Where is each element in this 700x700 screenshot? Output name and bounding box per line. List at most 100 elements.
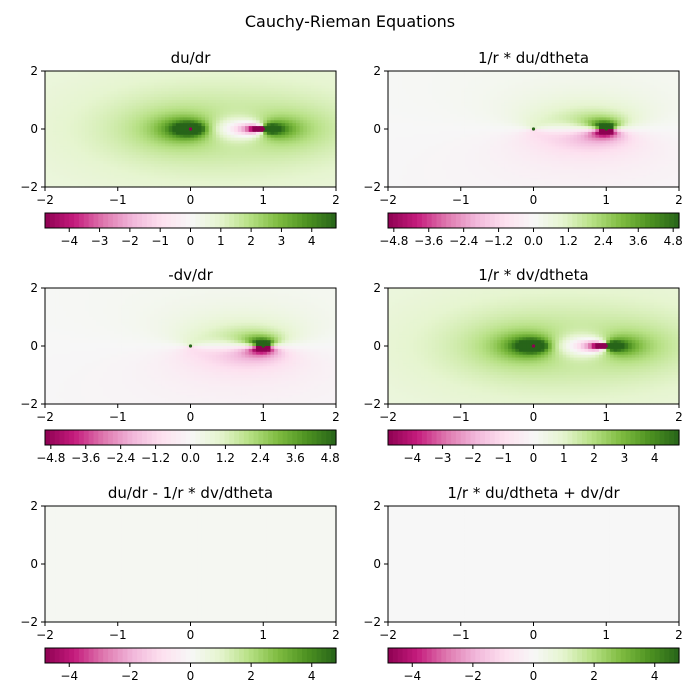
colorbar-segment: [302, 213, 308, 228]
heatmap-cell: [172, 105, 177, 110]
heatmap-cell: [95, 79, 101, 84]
heatmap-cell: [146, 114, 152, 118]
heatmap-cell: [139, 100, 144, 104]
heatmap-cell: [48, 79, 53, 84]
heatmap-cell: [295, 117, 301, 121]
heatmap-cell: [110, 79, 115, 84]
heatmap-cell: [139, 94, 144, 98]
heatmap-cell: [175, 94, 181, 98]
heatmap-cell: [106, 85, 112, 89]
heatmap-cell: [314, 88, 319, 92]
heatmap-cell: [66, 108, 72, 113]
heatmap-cell: [277, 79, 283, 84]
heatmap-cell: [125, 117, 130, 121]
heatmap-cell: [121, 91, 126, 95]
heatmap-cell: [208, 114, 213, 118]
heatmap-cell: [263, 120, 268, 124]
heatmap-cell: [165, 100, 170, 104]
heatmap-cell: [106, 111, 112, 116]
heatmap-cell: [85, 117, 90, 121]
heatmap-cell: [277, 123, 283, 127]
heatmap-cell: [219, 114, 224, 118]
heatmap-cell: [310, 79, 315, 84]
heatmap-cell: [132, 120, 137, 124]
heatmap-cell: [183, 100, 188, 104]
heatmap-cell: [172, 117, 177, 121]
heatmap-cell: [121, 94, 126, 98]
heatmap-cell: [179, 123, 184, 127]
heatmap-cell: [274, 82, 279, 87]
heatmap-cell: [277, 108, 283, 113]
heatmap-cell: [59, 117, 64, 121]
heatmap-cell: [48, 94, 53, 98]
heatmap-cell: [332, 88, 337, 92]
heatmap-cell: [237, 94, 243, 98]
heatmap-cell: [85, 73, 90, 78]
heatmap-cell: [172, 73, 177, 78]
heatmap-cell: [70, 73, 75, 78]
heatmap-cell: [212, 85, 217, 89]
heatmap-cell: [157, 120, 162, 124]
heatmap-cell: [219, 126, 224, 130]
heatmap-cell: [150, 82, 155, 87]
heatmap-cell: [208, 117, 213, 121]
heatmap-cell: [208, 100, 213, 104]
heatmap-cell: [310, 120, 315, 124]
heatmap-cell: [194, 123, 199, 127]
heatmap-cell: [223, 85, 228, 89]
heatmap-cell: [237, 120, 243, 124]
colorbar-segment: [321, 213, 327, 228]
heatmap-cell: [81, 73, 86, 78]
heatmap-cell: [70, 120, 75, 124]
heatmap-cell: [132, 88, 137, 92]
heatmap-cell: [252, 71, 257, 75]
heatmap-cell: [150, 111, 155, 116]
heatmap-cell: [172, 76, 177, 81]
heatmap-cell: [252, 102, 257, 107]
heatmap-cell: [161, 105, 166, 110]
heatmap-cell: [168, 88, 173, 92]
heatmap-cell: [66, 88, 72, 92]
heatmap-cell: [172, 126, 177, 130]
heatmap-cell: [270, 117, 275, 121]
heatmap-cell: [321, 108, 326, 113]
heatmap-cell: [245, 91, 250, 95]
heatmap-cell: [252, 73, 257, 78]
heatmap-cell: [77, 79, 82, 84]
heatmap-cell: [281, 123, 286, 127]
heatmap-cell: [179, 114, 184, 118]
heatmap-cell: [150, 76, 155, 81]
colorbar-segment: [219, 213, 226, 228]
heatmap-cell: [281, 102, 286, 107]
heatmap-cell: [95, 120, 101, 124]
heatmap-cell: [99, 102, 104, 107]
heatmap-cell: [295, 114, 301, 118]
heatmap-cell: [299, 91, 304, 95]
heatmap-cell: [314, 114, 319, 118]
heatmap-cell: [146, 82, 152, 87]
heatmap-cell: [99, 114, 104, 118]
heatmap-cell: [252, 123, 257, 127]
heatmap-cell: [215, 120, 221, 124]
heatmap-cell: [266, 97, 272, 101]
heatmap-cell: [186, 105, 192, 110]
heatmap-cell: [154, 76, 159, 81]
heatmap-cell: [285, 123, 290, 127]
heatmap-cell: [328, 97, 333, 101]
heatmap-cell: [186, 100, 192, 104]
heatmap-cell: [321, 123, 326, 127]
heatmap-cell: [55, 71, 61, 75]
heatmap-cell: [215, 108, 221, 113]
heatmap-cell: [92, 123, 97, 127]
heatmap-cell: [230, 88, 235, 92]
heatmap-cell: [81, 85, 86, 89]
heatmap-cell: [208, 97, 213, 101]
heatmap-cell: [128, 76, 133, 81]
colorbar-segment: [122, 213, 129, 228]
colorbar-segment: [214, 213, 221, 228]
heatmap-cell: [303, 94, 308, 98]
heatmap-cell: [310, 94, 315, 98]
heatmap-cell: [219, 105, 224, 110]
heatmap-cell: [252, 120, 257, 124]
heatmap-cell: [172, 102, 177, 107]
